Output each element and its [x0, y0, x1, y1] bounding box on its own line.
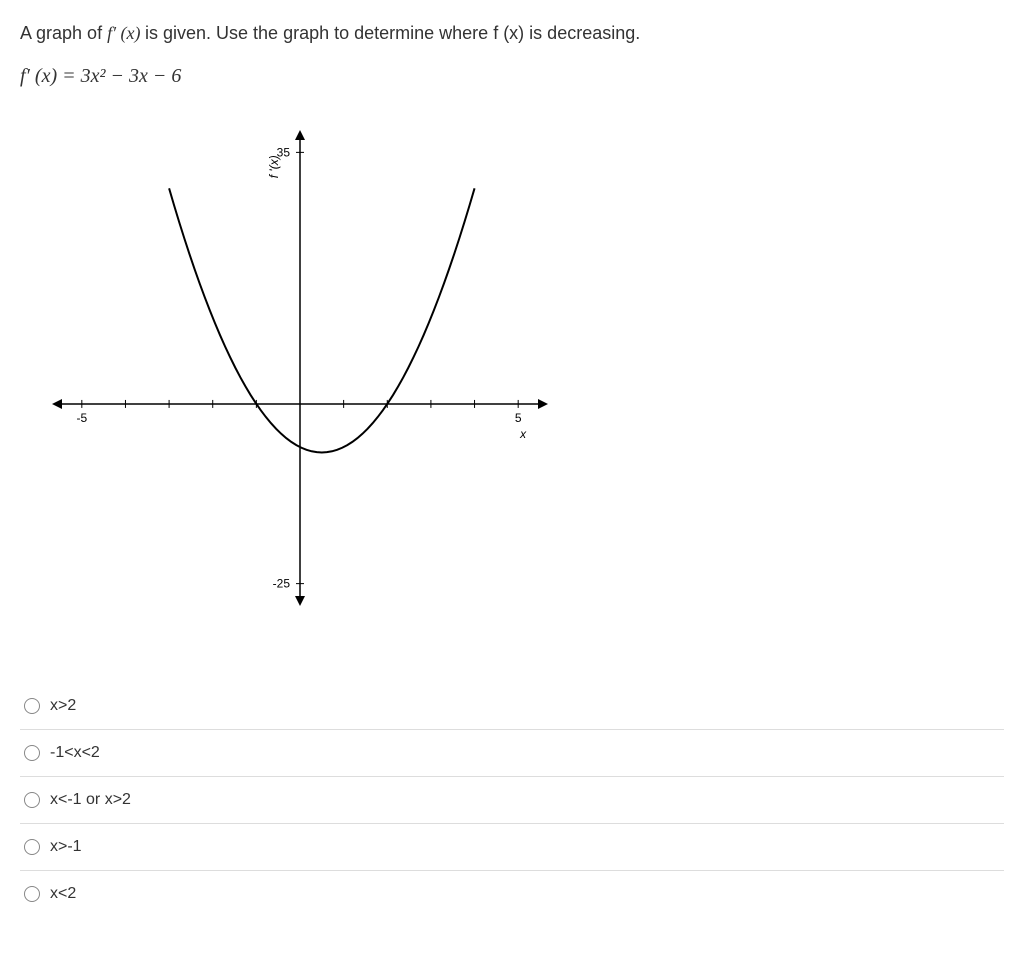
option-label: x<2 — [50, 885, 76, 903]
option-label: x<-1 or x>2 — [50, 791, 131, 809]
radio-icon[interactable] — [24, 886, 40, 902]
option-label: -1<x<2 — [50, 744, 100, 762]
option-row[interactable]: x<2 — [20, 871, 1004, 917]
answer-options: x>2 -1<x<2 x<-1 or x>2 x>-1 x<2 — [20, 683, 1004, 917]
svg-text:-25: -25 — [273, 577, 291, 591]
radio-icon[interactable] — [24, 698, 40, 714]
option-row[interactable]: -1<x<2 — [20, 730, 1004, 777]
radio-icon[interactable] — [24, 839, 40, 855]
equation-line: f′ (x) = 3x² − 3x − 6 — [20, 65, 1004, 88]
svg-text:x: x — [519, 427, 527, 441]
prompt-fn: f′ (x) — [107, 23, 145, 43]
option-row[interactable]: x>2 — [20, 683, 1004, 730]
svg-text:-5: -5 — [76, 411, 87, 425]
svg-text:f '(x): f '(x) — [267, 155, 281, 178]
svg-text:5: 5 — [515, 411, 522, 425]
prompt-suffix: is given. Use the graph to determine whe… — [145, 23, 640, 43]
prompt-prefix: A graph of — [20, 23, 107, 43]
derivative-graph: -5535-25xf '(x) — [40, 118, 1004, 623]
radio-icon[interactable] — [24, 792, 40, 808]
option-row[interactable]: x>-1 — [20, 824, 1004, 871]
radio-icon[interactable] — [24, 745, 40, 761]
question-prompt: A graph of f′ (x) is given. Use the grap… — [20, 20, 1004, 47]
option-row[interactable]: x<-1 or x>2 — [20, 777, 1004, 824]
chart-svg: -5535-25xf '(x) — [40, 118, 560, 618]
option-label: x>-1 — [50, 838, 82, 856]
option-label: x>2 — [50, 697, 76, 715]
